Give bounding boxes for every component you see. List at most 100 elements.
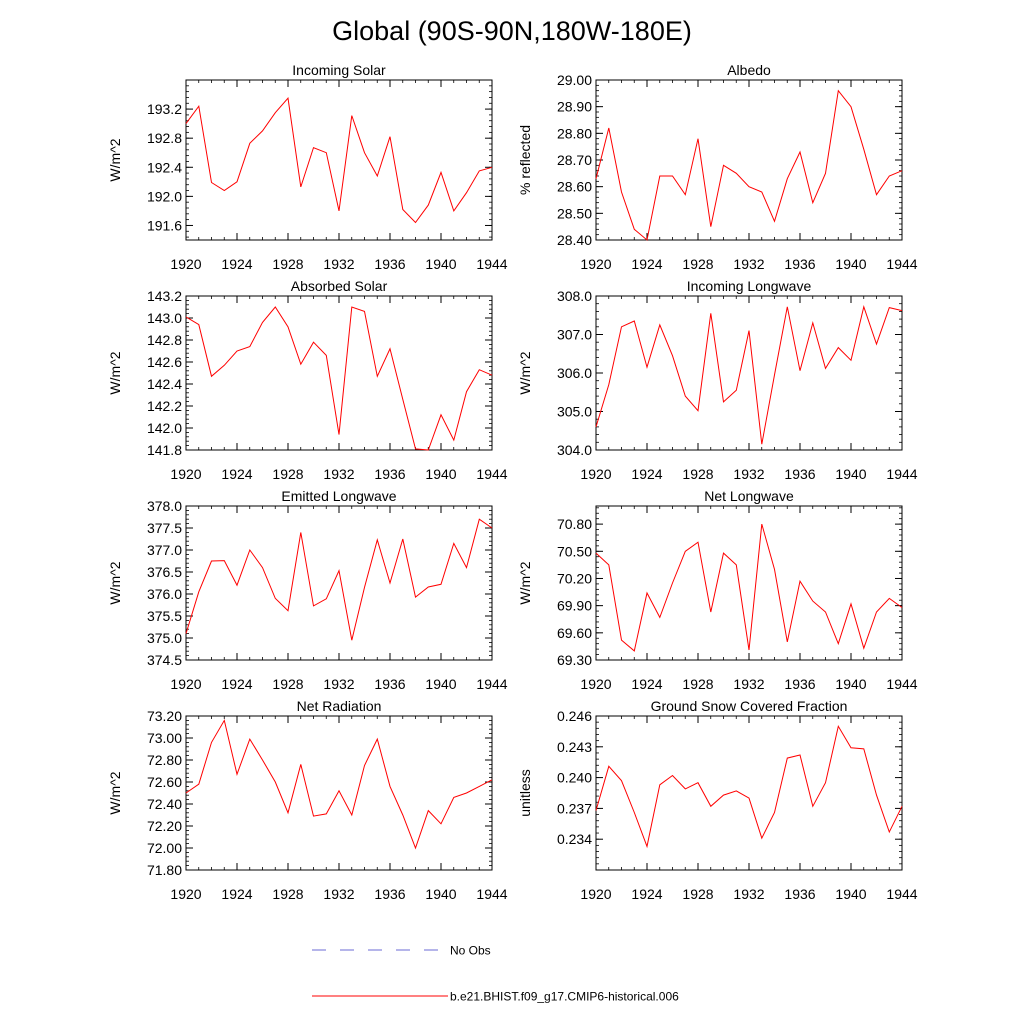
x-tick-label: 1936 bbox=[374, 886, 405, 902]
x-tick-label: 1932 bbox=[733, 256, 764, 272]
y-tick-label: 72.60 bbox=[147, 774, 182, 790]
y-tick-label: 191.6 bbox=[147, 217, 182, 233]
y-tick-label: 73.00 bbox=[147, 730, 182, 746]
series-line bbox=[595, 305, 903, 445]
series-line bbox=[185, 518, 493, 641]
x-tick-label: 1944 bbox=[886, 256, 917, 272]
series-line bbox=[185, 97, 493, 224]
x-tick-label: 1944 bbox=[886, 466, 917, 482]
x-tick-label: 1920 bbox=[170, 256, 201, 272]
y-tick-label: 0.237 bbox=[557, 800, 592, 816]
y-tick-label: 72.20 bbox=[147, 818, 182, 834]
y-tick-label: 28.40 bbox=[557, 232, 592, 248]
panel-title: Incoming Solar bbox=[292, 62, 386, 78]
y-tick-label: 28.70 bbox=[557, 152, 592, 168]
x-tick-label: 1932 bbox=[323, 886, 354, 902]
y-tick-label: 378.0 bbox=[147, 498, 182, 514]
chart-panel-6: 1920 1924 1928 1932 1936 1940 1944 71.80 72.00 72… bbox=[107, 698, 508, 902]
legend-model-label: b.e21.BHIST.f09_g17.CMIP6-historical.006 bbox=[450, 990, 679, 1004]
y-axis-label: % reflected bbox=[517, 125, 533, 195]
x-tick-label: 1940 bbox=[425, 676, 456, 692]
chart-panel-2: 1920 1924 1928 1932 1936 1940 1944 141.8 142.0 14… bbox=[107, 278, 508, 482]
y-tick-label: 70.50 bbox=[557, 543, 592, 559]
chart-panel-3: 1920 1924 1928 1932 1936 1940 1944 304.0 305.0 30… bbox=[517, 278, 918, 482]
panel-grid: 1920 1924 1928 1932 1936 1940 1944 191.6 192.0 19… bbox=[107, 62, 918, 902]
y-tick-label: 376.0 bbox=[147, 586, 182, 602]
y-tick-label: 71.80 bbox=[147, 862, 182, 878]
y-tick-label: 304.0 bbox=[557, 442, 592, 458]
x-tick-label: 1928 bbox=[682, 676, 713, 692]
x-tick-label: 1920 bbox=[170, 676, 201, 692]
series-line bbox=[185, 719, 493, 850]
x-tick-label: 1944 bbox=[886, 886, 917, 902]
x-tick-label: 1940 bbox=[835, 886, 866, 902]
y-tick-label: 192.4 bbox=[147, 159, 182, 175]
x-tick-label: 1920 bbox=[580, 676, 611, 692]
y-tick-label: 69.90 bbox=[557, 598, 592, 614]
panel-title: Albedo bbox=[727, 62, 771, 78]
y-tick-label: 29.00 bbox=[557, 72, 592, 88]
x-tick-label: 1924 bbox=[631, 256, 662, 272]
plot-frame bbox=[185, 295, 493, 451]
y-tick-label: 375.0 bbox=[147, 630, 182, 646]
x-tick-label: 1924 bbox=[631, 676, 662, 692]
y-tick-label: 375.5 bbox=[147, 608, 182, 624]
x-tick-label: 1932 bbox=[733, 676, 764, 692]
y-axis-label: W/m^2 bbox=[517, 351, 533, 394]
x-tick-label: 1928 bbox=[682, 256, 713, 272]
x-tick-label: 1920 bbox=[580, 256, 611, 272]
x-tick-label: 1924 bbox=[221, 466, 252, 482]
y-axis-label: W/m^2 bbox=[517, 561, 533, 604]
y-tick-label: 141.8 bbox=[147, 442, 182, 458]
panel-title: Net Longwave bbox=[704, 488, 794, 504]
y-tick-label: 142.8 bbox=[147, 332, 182, 348]
x-tick-label: 1944 bbox=[886, 676, 917, 692]
y-tick-label: 73.20 bbox=[147, 708, 182, 724]
chart-panel-4: 1920 1924 1928 1932 1936 1940 1944 374.5 375.0 37… bbox=[107, 488, 508, 692]
y-tick-label: 72.00 bbox=[147, 840, 182, 856]
x-tick-label: 1940 bbox=[425, 466, 456, 482]
y-tick-label: 70.80 bbox=[557, 516, 592, 532]
x-tick-label: 1924 bbox=[221, 256, 252, 272]
y-tick-label: 0.234 bbox=[557, 831, 592, 847]
chart-panel-1: 1920 1924 1928 1932 1936 1940 1944 28.40 28.50 28… bbox=[517, 62, 918, 272]
y-tick-label: 69.60 bbox=[557, 625, 592, 641]
x-tick-label: 1920 bbox=[580, 886, 611, 902]
x-tick-label: 1924 bbox=[221, 676, 252, 692]
y-tick-label: 377.0 bbox=[147, 542, 182, 558]
y-tick-label: 377.5 bbox=[147, 520, 182, 536]
x-tick-label: 1924 bbox=[221, 886, 252, 902]
y-tick-label: 374.5 bbox=[147, 652, 182, 668]
x-tick-label: 1940 bbox=[425, 256, 456, 272]
y-tick-label: 28.50 bbox=[557, 205, 592, 221]
panel-title: Emitted Longwave bbox=[281, 488, 396, 504]
figure-title: Global (90S-90N,180W-180E) bbox=[332, 16, 692, 46]
x-tick-label: 1924 bbox=[631, 466, 662, 482]
y-tick-label: 192.8 bbox=[147, 130, 182, 146]
chart-panel-7: 1920 1924 1928 1932 1936 1940 1944 0.234 0.237 0.… bbox=[517, 698, 918, 902]
y-tick-label: 142.2 bbox=[147, 398, 182, 414]
x-tick-label: 1928 bbox=[272, 256, 303, 272]
y-tick-label: 28.60 bbox=[557, 179, 592, 195]
y-tick-label: 308.0 bbox=[557, 288, 592, 304]
x-tick-label: 1932 bbox=[323, 466, 354, 482]
y-tick-label: 28.80 bbox=[557, 125, 592, 141]
plot-frame bbox=[185, 505, 493, 661]
x-tick-label: 1928 bbox=[682, 886, 713, 902]
y-tick-label: 305.0 bbox=[557, 404, 592, 420]
chart-panel-0: 1920 1924 1928 1932 1936 1940 1944 191.6 192.0 19… bbox=[107, 62, 508, 272]
x-tick-label: 1932 bbox=[733, 886, 764, 902]
x-tick-label: 1936 bbox=[784, 886, 815, 902]
panel-title: Absorbed Solar bbox=[291, 278, 388, 294]
plot-frame bbox=[185, 79, 493, 241]
y-tick-label: 0.246 bbox=[557, 708, 592, 724]
y-tick-label: 28.90 bbox=[557, 99, 592, 115]
y-tick-label: 142.0 bbox=[147, 420, 182, 436]
x-tick-label: 1936 bbox=[374, 676, 405, 692]
x-tick-label: 1920 bbox=[170, 886, 201, 902]
x-tick-label: 1944 bbox=[476, 256, 507, 272]
plot-frame bbox=[185, 715, 493, 871]
plot-frame bbox=[595, 295, 903, 451]
y-axis-label: W/m^2 bbox=[107, 771, 123, 814]
